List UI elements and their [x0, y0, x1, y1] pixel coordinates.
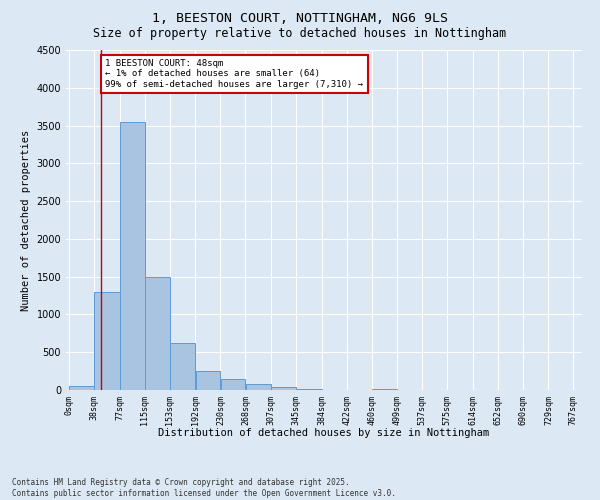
Bar [296, 389, 322, 390]
Text: 1 BEESTON COURT: 48sqm
← 1% of detached houses are smaller (64)
99% of semi-deta: 1 BEESTON COURT: 48sqm ← 1% of detached … [106, 59, 364, 89]
Bar [120, 122, 145, 390]
Text: 1, BEESTON COURT, NOTTINGHAM, NG6 9LS: 1, BEESTON COURT, NOTTINGHAM, NG6 9LS [152, 12, 448, 26]
Bar [94, 292, 120, 390]
Bar [245, 384, 271, 390]
Bar [145, 276, 170, 390]
Text: Contains HM Land Registry data © Crown copyright and database right 2025.
Contai: Contains HM Land Registry data © Crown c… [12, 478, 396, 498]
X-axis label: Distribution of detached houses by size in Nottingham: Distribution of detached houses by size … [158, 428, 490, 438]
Text: Size of property relative to detached houses in Nottingham: Size of property relative to detached ho… [94, 28, 506, 40]
Bar [221, 380, 245, 390]
Bar [196, 371, 220, 390]
Bar [271, 387, 296, 390]
Bar [170, 343, 196, 390]
Bar [70, 386, 94, 390]
Bar [372, 389, 397, 390]
Y-axis label: Number of detached properties: Number of detached properties [21, 130, 31, 310]
